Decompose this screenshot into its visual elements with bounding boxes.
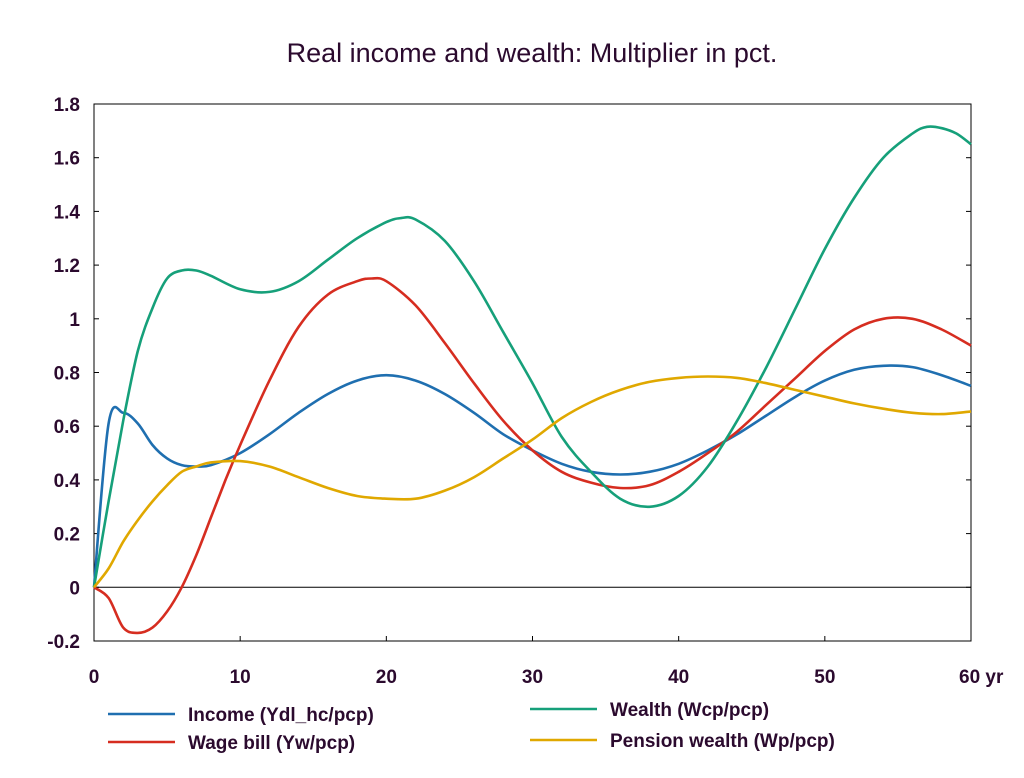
- y-tick-label: 1.8: [54, 95, 80, 116]
- legend-label-wealth: Wealth (Wcp/pcp): [610, 700, 769, 721]
- y-tick-label: 0.4: [54, 471, 81, 492]
- plot-frame: [93, 103, 972, 642]
- series-line-wage: [93, 276, 972, 635]
- series-line-pension: [92, 375, 972, 589]
- x-tick-label: 10: [230, 667, 251, 688]
- chart-title: Real income and wealth: Multiplier in pc…: [287, 38, 778, 68]
- series-line-income: [92, 364, 972, 588]
- y-tick-label: 0.2: [54, 525, 80, 546]
- legend-label-wage: Wage bill (Yw/pcp): [188, 733, 355, 754]
- y-tick-label: 1.6: [54, 149, 80, 170]
- x-tick-label: 0: [89, 667, 100, 688]
- y-tick-label: 0.6: [54, 417, 80, 438]
- x-tick-label: 30: [522, 667, 543, 688]
- legend: Income (Ydl_hc/pcp) Wage bill (Yw/pcp) Wea…: [108, 700, 835, 754]
- axis-ticks: -0.2 0 0.2 0.4 0.6 0.8 1 1.2 1.4 1.6 1.8 0 10 20 30 40 5…: [47, 95, 1004, 688]
- x-tick-label: 20: [376, 667, 397, 688]
- series-lines: [92, 125, 972, 635]
- legend-label-pension: Pension wealth (Wp/pcp): [610, 731, 835, 752]
- y-tick-label: 0.8: [54, 364, 80, 385]
- y-tick-label: 1.4: [54, 202, 81, 223]
- y-tick-label: -0.2: [47, 632, 80, 653]
- y-tick-label: 1.2: [54, 256, 80, 277]
- y-tick-label: 0: [69, 578, 80, 599]
- series-line-wealth: [92, 125, 972, 588]
- x-tick-label: 50: [814, 667, 835, 688]
- x-tick-label: 60 yr: [959, 667, 1004, 688]
- y-tick-label: 1: [69, 310, 80, 331]
- legend-label-income: Income (Ydl_hc/pcp): [188, 705, 374, 726]
- x-tick-label: 40: [668, 667, 689, 688]
